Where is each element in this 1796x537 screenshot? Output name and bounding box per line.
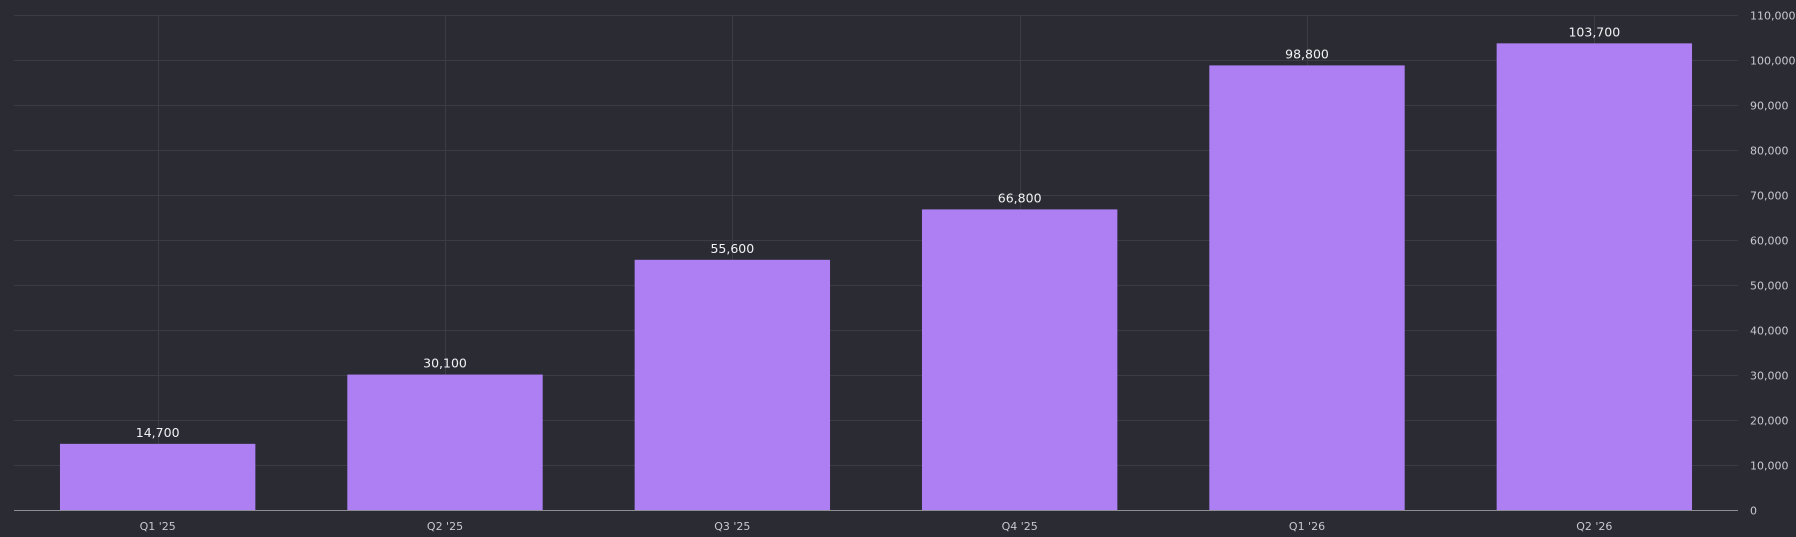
y-tick-label: 50,000: [1750, 280, 1789, 293]
y-tick-label: 110,000: [1750, 10, 1796, 23]
bar: [59, 443, 256, 510]
y-tick-label: 30,000: [1750, 370, 1789, 383]
bar-value-label: 103,700: [1568, 24, 1620, 39]
y-tick-label: 70,000: [1750, 190, 1789, 203]
y-tick-label: 90,000: [1750, 100, 1789, 113]
bar-value-label: 55,600: [710, 241, 754, 256]
bar: [921, 209, 1118, 510]
y-tick-label: 0: [1750, 505, 1757, 518]
x-tick-label: Q2 '26: [1576, 520, 1612, 533]
bar: [1209, 65, 1405, 511]
y-tick-label: 80,000: [1750, 145, 1789, 158]
x-tick-label: Q1 '26: [1289, 520, 1325, 533]
bar-value-label: 30,100: [423, 356, 467, 371]
y-tick-label: 100,000: [1750, 55, 1796, 68]
x-tick-label: Q4 '25: [1002, 520, 1038, 533]
label-layer: 0 10,000 20,000 30,000 40,000 50,000 60,000 70,…: [136, 10, 1796, 534]
bar-value-label: 98,800: [1285, 46, 1329, 61]
bar: [1496, 43, 1693, 510]
y-tick-label: 10,000: [1750, 460, 1789, 473]
bar-value-label: 66,800: [998, 190, 1042, 205]
y-tick-label: 40,000: [1750, 325, 1789, 338]
bar: [347, 374, 543, 510]
y-tick-label: 20,000: [1750, 415, 1789, 428]
bar-layer: [59, 43, 1693, 511]
x-tick-label: Q2 '25: [427, 520, 463, 533]
grid-layer: [14, 15, 1738, 510]
y-tick-label: 60,000: [1750, 235, 1789, 248]
bar: [634, 259, 831, 510]
x-tick-label: Q3 '25: [714, 520, 750, 533]
bar-value-label: 14,700: [136, 425, 180, 440]
x-tick-label: Q1 '25: [140, 520, 176, 533]
